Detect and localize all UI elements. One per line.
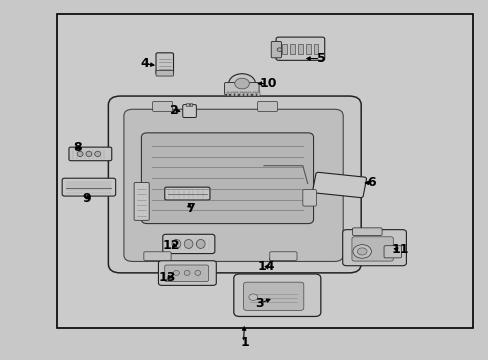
Bar <box>235 92 238 96</box>
FancyBboxPatch shape <box>164 187 209 200</box>
Text: 2: 2 <box>169 104 178 117</box>
Ellipse shape <box>352 245 371 258</box>
Ellipse shape <box>173 270 179 275</box>
Text: 5: 5 <box>316 52 325 65</box>
Ellipse shape <box>234 78 249 89</box>
Text: 6: 6 <box>367 176 375 189</box>
FancyBboxPatch shape <box>257 102 277 111</box>
Ellipse shape <box>196 239 204 248</box>
Ellipse shape <box>248 294 257 300</box>
Bar <box>57 14 472 328</box>
Text: 8: 8 <box>73 141 82 154</box>
Bar <box>270 252 273 257</box>
FancyBboxPatch shape <box>156 53 173 74</box>
Bar <box>252 92 255 96</box>
Ellipse shape <box>184 239 193 248</box>
Ellipse shape <box>269 257 273 262</box>
FancyBboxPatch shape <box>163 234 214 253</box>
Ellipse shape <box>86 151 92 157</box>
Ellipse shape <box>184 270 190 275</box>
FancyBboxPatch shape <box>183 105 196 117</box>
FancyBboxPatch shape <box>342 230 406 266</box>
Bar <box>226 92 229 96</box>
Bar <box>313 44 318 54</box>
Ellipse shape <box>95 151 101 157</box>
Bar <box>186 103 188 106</box>
Text: 11: 11 <box>390 243 408 256</box>
Text: 13: 13 <box>159 271 176 284</box>
Text: 14: 14 <box>257 260 275 273</box>
Text: 3: 3 <box>254 297 263 310</box>
Bar <box>305 44 310 54</box>
Text: 10: 10 <box>259 77 276 90</box>
FancyBboxPatch shape <box>243 282 303 310</box>
Text: 12: 12 <box>163 239 180 252</box>
Bar <box>282 44 287 54</box>
FancyBboxPatch shape <box>141 133 313 224</box>
Ellipse shape <box>228 74 255 93</box>
FancyBboxPatch shape <box>69 147 112 161</box>
Bar <box>248 92 251 96</box>
FancyBboxPatch shape <box>312 172 366 198</box>
Bar <box>239 92 242 96</box>
FancyBboxPatch shape <box>352 228 381 235</box>
FancyBboxPatch shape <box>143 252 171 260</box>
FancyBboxPatch shape <box>276 37 324 60</box>
Text: 1: 1 <box>240 336 248 349</box>
Ellipse shape <box>77 151 83 157</box>
FancyBboxPatch shape <box>383 246 401 258</box>
Ellipse shape <box>172 239 181 248</box>
Bar <box>289 44 294 54</box>
Ellipse shape <box>357 248 366 255</box>
FancyBboxPatch shape <box>302 190 316 206</box>
Bar <box>257 92 260 96</box>
Text: 4: 4 <box>140 57 149 71</box>
FancyBboxPatch shape <box>108 96 361 273</box>
Text: 9: 9 <box>82 192 91 205</box>
Bar <box>190 103 192 106</box>
FancyBboxPatch shape <box>62 178 116 196</box>
FancyBboxPatch shape <box>269 252 296 260</box>
FancyBboxPatch shape <box>123 109 343 261</box>
Ellipse shape <box>195 270 201 275</box>
Bar <box>297 44 302 54</box>
Bar <box>230 92 233 96</box>
FancyBboxPatch shape <box>224 82 259 95</box>
FancyBboxPatch shape <box>164 265 208 282</box>
Text: 7: 7 <box>185 202 194 215</box>
FancyBboxPatch shape <box>271 41 281 58</box>
FancyBboxPatch shape <box>351 237 392 261</box>
FancyBboxPatch shape <box>152 102 172 111</box>
FancyBboxPatch shape <box>156 70 173 76</box>
Ellipse shape <box>277 48 282 51</box>
Bar <box>244 92 246 96</box>
FancyBboxPatch shape <box>233 274 320 316</box>
FancyBboxPatch shape <box>158 261 216 285</box>
FancyBboxPatch shape <box>134 183 149 220</box>
